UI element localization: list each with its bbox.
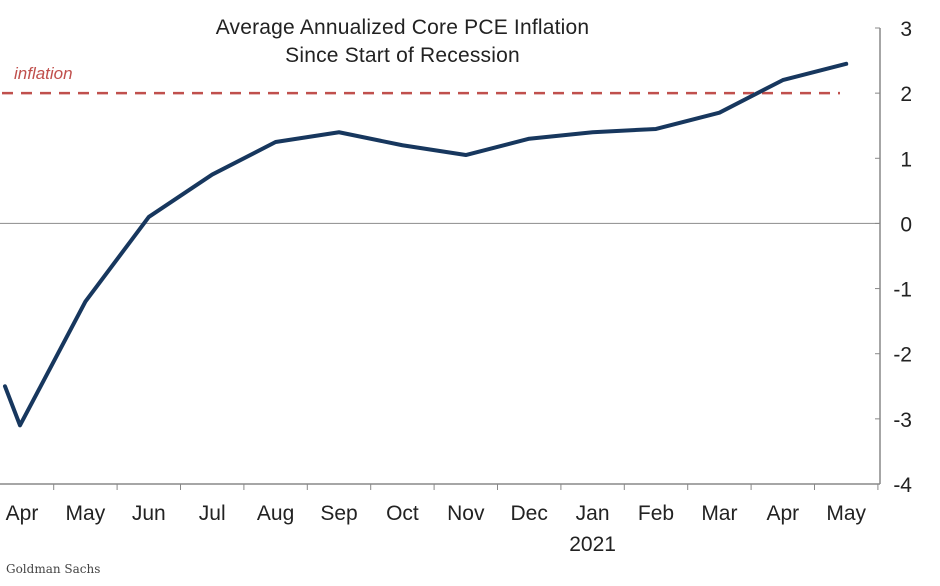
x-tick-label: Sep	[320, 502, 357, 525]
y-tick-label: -2	[893, 344, 912, 367]
target-line-label: inflation	[14, 64, 73, 83]
y-tick-label: 3	[900, 18, 912, 41]
y-tick-label: -3	[893, 409, 912, 432]
x-tick-label: Jul	[199, 502, 226, 525]
x-tick-label: Mar	[701, 502, 737, 525]
y-tick-label: -1	[893, 279, 912, 302]
x-tick-label: Jan	[576, 502, 610, 525]
x-tick-label: Nov	[447, 502, 485, 525]
x-tick-label: Feb	[638, 502, 674, 525]
chart-subtitle: Since Start of Recession	[285, 44, 520, 67]
x-tick-label: Aug	[257, 502, 294, 525]
x-tick-label: May	[66, 502, 106, 525]
x-tick-label: Apr	[6, 502, 39, 525]
x-tick-label: May	[826, 502, 866, 525]
y-tick-label: 1	[900, 148, 912, 171]
source-label: Goldman Sachs	[6, 562, 101, 576]
x-tick-label: Dec	[511, 502, 548, 525]
x-tick-label: Oct	[386, 502, 419, 525]
x-tick-label: Jun	[132, 502, 166, 525]
x-tick-label: Apr	[766, 502, 799, 525]
y-tick-label: 2	[900, 83, 912, 106]
y-tick-label: 0	[900, 213, 912, 236]
year-label: 2021	[569, 533, 616, 556]
chart-title: Average Annualized Core PCE Inflation	[215, 16, 590, 39]
y-tick-label: -4	[893, 474, 912, 497]
series-line	[3, 61, 849, 428]
